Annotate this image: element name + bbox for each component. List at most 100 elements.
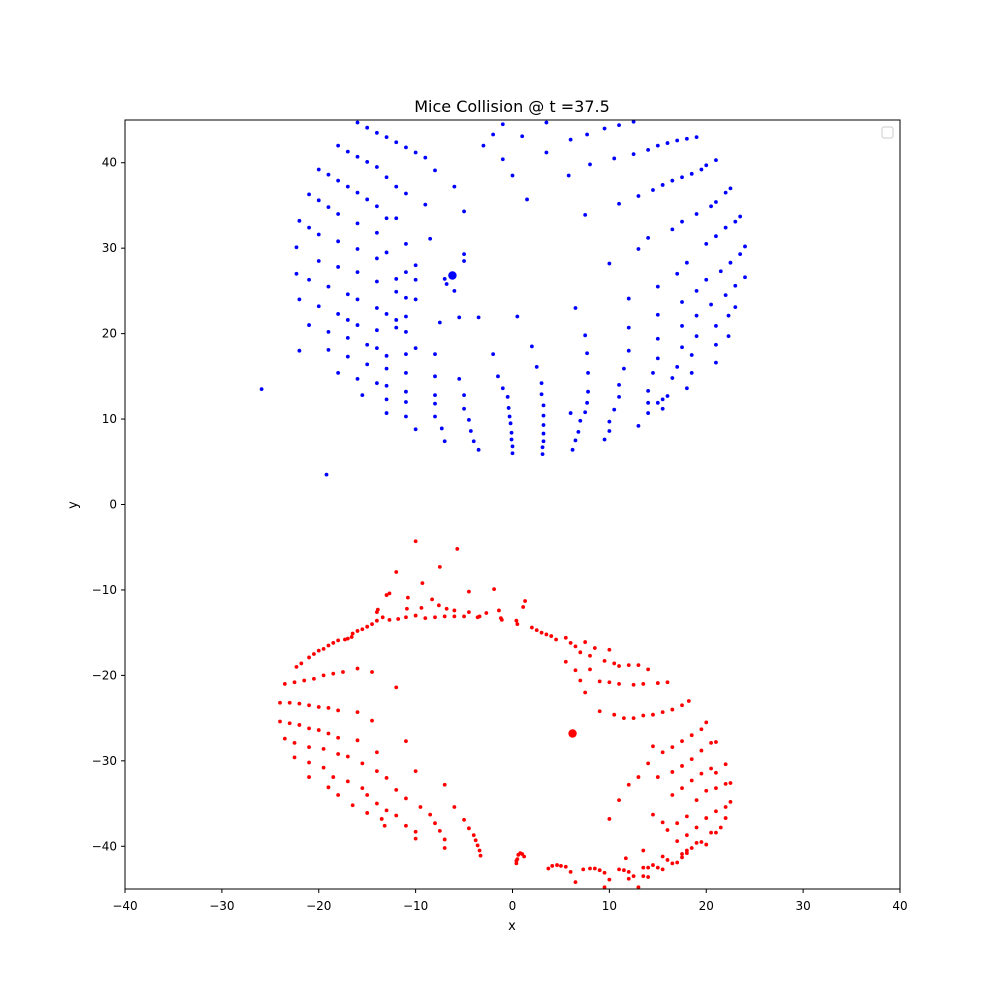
data-point	[336, 793, 341, 797]
data-point	[365, 197, 370, 202]
data-point	[282, 736, 287, 741]
data-point	[704, 788, 709, 793]
legend-box	[881, 126, 894, 139]
data-point	[534, 628, 539, 632]
data-point	[365, 362, 370, 367]
data-point	[714, 786, 718, 791]
data-point	[670, 178, 675, 183]
data-point	[350, 631, 355, 636]
data-point	[699, 748, 704, 753]
data-point	[316, 232, 321, 237]
data-point	[452, 608, 457, 613]
data-point	[655, 865, 660, 870]
data-point	[617, 382, 621, 387]
data-point	[694, 313, 699, 318]
data-point	[355, 247, 360, 251]
data-point	[345, 292, 350, 297]
x-tick-label: 40	[892, 899, 907, 913]
data-point	[714, 234, 718, 239]
data-point	[514, 618, 519, 623]
data-point	[307, 703, 311, 708]
data-point	[607, 680, 612, 685]
data-point	[336, 708, 341, 713]
data-point	[316, 259, 321, 263]
data-point	[694, 798, 699, 803]
data-point	[467, 418, 471, 422]
data-point	[529, 344, 534, 349]
data-point	[452, 288, 457, 293]
data-point	[539, 381, 544, 386]
data-point	[529, 625, 534, 630]
data-point	[646, 411, 651, 415]
data-point	[585, 400, 589, 405]
data-point	[476, 315, 481, 320]
points-layer	[259, 119, 747, 890]
data-point	[394, 184, 399, 189]
data-point	[336, 312, 341, 316]
data-point	[723, 816, 728, 820]
y-tick-label: −30	[92, 754, 117, 768]
data-point	[413, 836, 418, 841]
data-point	[602, 437, 607, 442]
data-point	[585, 132, 589, 137]
data-point	[597, 709, 602, 714]
data-point	[345, 184, 350, 189]
data-point	[292, 740, 297, 745]
data-point	[404, 400, 408, 404]
data-point	[631, 874, 636, 879]
data-point	[413, 769, 418, 773]
data-point	[336, 178, 341, 183]
centers-layer	[448, 271, 577, 738]
data-point	[510, 451, 515, 456]
data-point	[723, 782, 728, 786]
data-point	[331, 671, 336, 676]
data-point	[336, 239, 341, 244]
data-point	[541, 403, 546, 408]
data-point	[442, 439, 447, 444]
data-point	[259, 387, 264, 392]
data-point	[394, 318, 399, 322]
data-point	[316, 705, 321, 709]
data-point	[452, 184, 457, 189]
data-point	[287, 700, 292, 705]
data-point	[374, 328, 379, 333]
data-point	[675, 821, 680, 826]
data-point	[723, 762, 728, 767]
data-point	[726, 313, 731, 318]
data-point	[492, 587, 496, 591]
data-point	[394, 570, 399, 574]
data-point	[345, 636, 350, 641]
data-point	[578, 650, 583, 655]
data-point	[718, 825, 723, 830]
data-point	[660, 397, 665, 402]
data-point	[660, 854, 665, 859]
data-point	[583, 640, 588, 644]
data-point	[680, 345, 684, 350]
data-point	[505, 394, 510, 399]
data-point	[555, 863, 559, 867]
data-point	[612, 712, 617, 717]
data-point	[437, 320, 442, 325]
data-point	[646, 388, 651, 393]
data-point	[607, 817, 612, 821]
data-point	[523, 599, 527, 603]
data-point	[360, 627, 365, 632]
data-point	[714, 200, 718, 204]
data-point	[341, 670, 345, 674]
data-point	[718, 269, 723, 274]
data-point	[297, 723, 302, 727]
data-point	[646, 865, 651, 870]
data-point	[326, 284, 331, 289]
data-point	[714, 830, 718, 835]
data-point	[471, 439, 476, 444]
data-point	[549, 634, 554, 638]
data-point	[597, 868, 602, 873]
data-point	[578, 418, 583, 423]
data-point	[345, 335, 350, 340]
data-point	[680, 175, 684, 180]
data-point	[704, 241, 709, 246]
data-point	[573, 438, 578, 443]
data-point	[355, 629, 360, 633]
data-point	[515, 314, 520, 319]
data-point	[384, 366, 389, 371]
